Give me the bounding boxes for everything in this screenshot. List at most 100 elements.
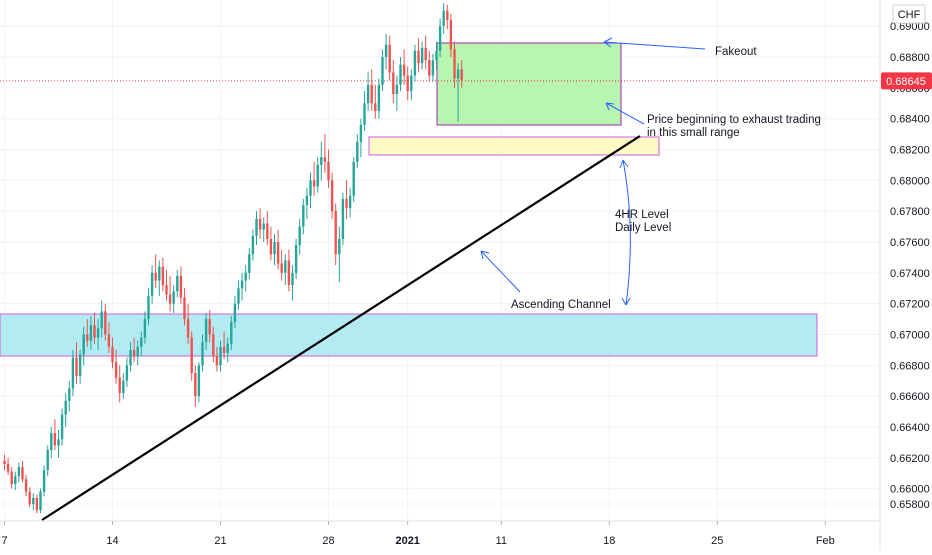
candle	[57, 430, 60, 458]
candle-body	[219, 346, 222, 366]
candle	[201, 334, 204, 372]
channel-arrow[interactable]	[480, 250, 521, 293]
candle-body	[348, 195, 352, 209]
candle-body	[258, 218, 262, 230]
candle	[60, 408, 64, 446]
y-tick-label: 0.68200	[890, 145, 930, 157]
zones	[0, 42, 818, 357]
y-tick-label: 0.66800	[890, 360, 930, 372]
candle	[312, 161, 316, 196]
candle	[453, 41, 456, 88]
candle-body	[240, 280, 244, 289]
candle-body	[222, 346, 226, 353]
channel-label: Ascending Channel	[511, 299, 611, 311]
candle-body	[24, 479, 28, 492]
candle	[417, 38, 420, 73]
candle	[402, 49, 406, 85]
candle-body	[424, 47, 427, 61]
candle-body	[287, 260, 291, 286]
candle	[190, 331, 193, 381]
candle-body	[255, 218, 258, 236]
y-tick-label: 0.68000	[890, 175, 930, 187]
candle-body	[449, 20, 453, 50]
candle-body	[327, 161, 330, 181]
candle	[431, 53, 435, 82]
candle-body	[230, 322, 233, 344]
support-zone[interactable]	[0, 313, 818, 357]
candle	[384, 33, 388, 70]
candle-body	[330, 180, 334, 212]
price-badge: 0.68645	[881, 72, 932, 90]
candle	[316, 157, 319, 193]
candle	[118, 365, 121, 403]
candle	[17, 462, 21, 483]
candle-body	[395, 84, 399, 95]
candle	[334, 203, 337, 266]
level-label-line1: 4HR Level	[615, 209, 669, 221]
candle	[24, 474, 28, 497]
candle	[10, 467, 13, 489]
candle	[82, 326, 85, 366]
y-tick-label: 0.67200	[890, 299, 930, 311]
candle-body	[431, 60, 435, 76]
candle	[345, 180, 348, 219]
candle-body	[96, 328, 100, 338]
candle-body	[428, 60, 431, 76]
currency-label-group[interactable]: CHF	[892, 4, 926, 24]
fakeout-arrow[interactable]	[603, 37, 706, 50]
candle	[305, 188, 309, 219]
candle-body	[438, 26, 442, 51]
x-tick-label: 7	[1, 535, 7, 547]
candle-body	[111, 346, 114, 363]
candle-body	[251, 235, 255, 255]
candle	[46, 445, 49, 477]
candle	[186, 303, 190, 344]
range-box[interactable]	[436, 42, 622, 126]
candle	[248, 248, 251, 279]
candle-body	[125, 365, 129, 381]
resistance-zone[interactable]	[368, 136, 660, 156]
candle	[161, 257, 165, 292]
candle-body	[226, 343, 229, 353]
candle-body	[150, 272, 154, 296]
candle-body	[413, 50, 417, 76]
candle	[381, 49, 384, 91]
candle	[28, 487, 31, 508]
y-tick-label: 0.66400	[890, 422, 930, 434]
candle-body	[21, 467, 24, 480]
candle-body	[233, 303, 237, 323]
candle-body	[42, 470, 46, 492]
candle-body	[280, 263, 283, 273]
candle-body	[183, 297, 186, 320]
candles	[3, 3, 463, 514]
candle-body	[100, 311, 103, 329]
y-tick-label: 0.66000	[890, 484, 930, 496]
candle-body	[446, 10, 449, 21]
candle	[107, 322, 111, 353]
candle-body	[132, 349, 136, 357]
candle-body	[60, 414, 64, 440]
candle	[122, 373, 125, 400]
exhaust-arrow[interactable]	[605, 102, 645, 125]
level-double-arrow[interactable]	[619, 159, 631, 306]
currency-label-box[interactable]	[892, 4, 926, 24]
candle	[327, 149, 330, 189]
candle	[183, 288, 186, 326]
ascending-trendline[interactable]	[41, 135, 641, 521]
x-tick-label: 11	[496, 535, 507, 547]
candle	[258, 208, 262, 239]
price-axis[interactable]: 0.65800 0.66000 0.66200 0.66400 0.66600 0.668…	[890, 21, 930, 511]
candle-body	[435, 50, 438, 61]
candle	[64, 393, 67, 427]
candle-body	[316, 164, 319, 187]
candle	[366, 72, 370, 111]
candle-body	[366, 84, 370, 104]
candle-body	[14, 476, 17, 485]
candle	[219, 340, 222, 372]
exhaust-label-line2: in this small range	[647, 127, 740, 139]
candle-body	[168, 294, 172, 304]
candle-body	[298, 226, 301, 246]
time-axis[interactable]: 7 14 21 28 2021 11 18 25 Feb	[1, 521, 835, 547]
